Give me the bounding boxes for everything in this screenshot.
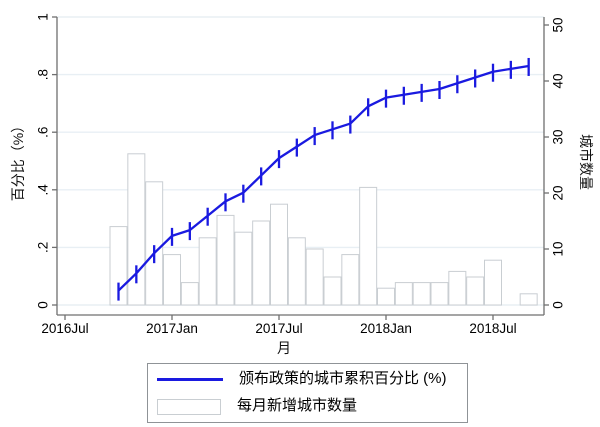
bar-2018Jul xyxy=(483,259,502,306)
x-tick-label: 2018Jan xyxy=(360,321,412,336)
x-tick-label: 2018Jul xyxy=(469,321,516,336)
bar-2018Feb xyxy=(394,282,413,306)
y-left-tick-label: 0 xyxy=(36,301,51,309)
bar-2017Apr xyxy=(216,214,235,306)
cumulative-line xyxy=(117,64,529,292)
legend-bar-label: 每月新增城市数量 xyxy=(237,397,358,415)
bar-2016Dec xyxy=(145,181,164,306)
y-left-axis-title: 百分比（%） xyxy=(10,118,26,202)
bar-2017Feb xyxy=(180,282,199,306)
bar-2017Mar xyxy=(198,237,217,306)
bar-2017May xyxy=(234,231,253,306)
y-right-tick-label: 40 xyxy=(551,73,566,88)
y-right-axis-title: 城市数量 xyxy=(578,134,594,190)
bar-2017Jul xyxy=(269,203,288,306)
legend-row-line: 颁布政策的城市累积百分比 (%) xyxy=(157,368,467,392)
bar-2018Mar xyxy=(412,282,431,306)
y-right-tick-label: 20 xyxy=(551,185,566,200)
y-left-tick-label: .8 xyxy=(36,69,51,80)
legend-line-label: 颁布政策的城市累积百分比 (%) xyxy=(239,370,447,388)
bar-2018May xyxy=(448,270,467,306)
bar-2018Apr xyxy=(430,282,449,306)
bar-2017Aug xyxy=(287,237,306,306)
x-axis-title: 月 xyxy=(277,340,291,356)
bar-2017Jun xyxy=(252,220,271,306)
y-left-tick-label: 1 xyxy=(36,13,51,21)
y-right-tick-label: 0 xyxy=(551,301,566,309)
legend-line-swatch xyxy=(157,378,223,381)
y-right-tick-label: 50 xyxy=(551,17,566,32)
y-right-tick-label: 10 xyxy=(551,241,566,256)
y-right-tick-label: 30 xyxy=(551,129,566,144)
x-tick-label: 2017Jul xyxy=(255,321,302,336)
y-left-tick-label: .4 xyxy=(36,184,51,196)
bar-2017Oct xyxy=(323,276,342,306)
x-tick-label: 2016Jul xyxy=(41,321,88,336)
bar-2017Sep xyxy=(305,248,324,306)
y-left-tick-label: .2 xyxy=(36,242,51,253)
bar-2018Jun xyxy=(466,276,485,306)
bar-2017Jan xyxy=(162,254,181,306)
bar-2017Nov xyxy=(341,254,360,306)
y-left-tick-label: .6 xyxy=(36,127,51,138)
bar-2017Dec xyxy=(359,186,378,306)
bar-2018Jan xyxy=(376,287,395,306)
x-tick-label: 2017Jan xyxy=(146,321,198,336)
legend-row-bar: 每月新增城市数量 xyxy=(157,395,467,419)
bar-2018Sep xyxy=(519,293,538,306)
legend-box: 颁布政策的城市累积百分比 (%) 每月新增城市数量 xyxy=(147,363,468,423)
legend-bar-swatch xyxy=(157,398,221,415)
